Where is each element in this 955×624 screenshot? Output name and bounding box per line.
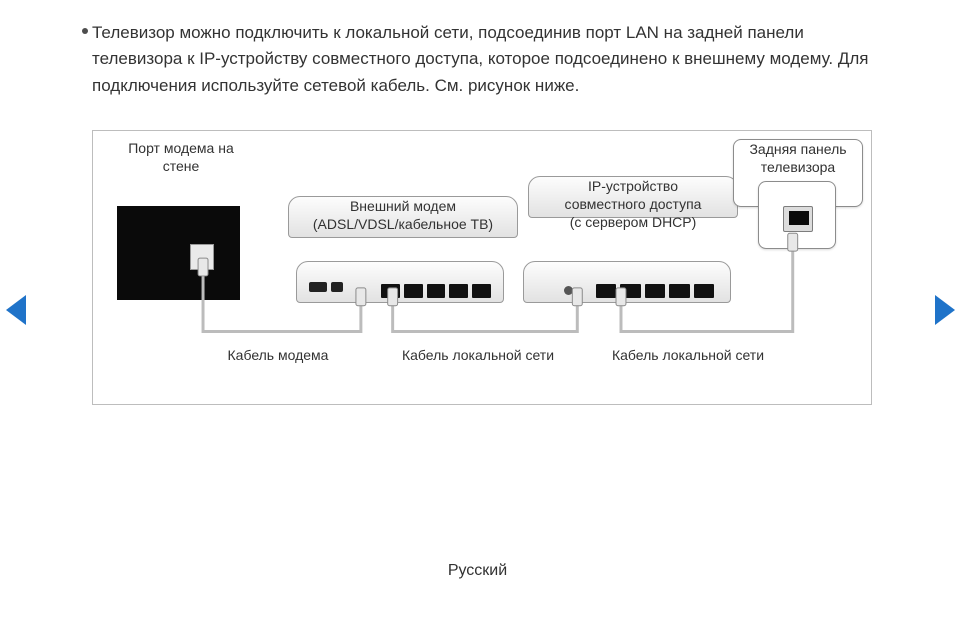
footer-language: Русский xyxy=(0,562,955,580)
connection-diagram: Порт модема на стене Внешний модем (ADSL… xyxy=(92,130,872,405)
bullet-icon xyxy=(82,28,88,34)
cable-paths-icon xyxy=(93,131,871,404)
page-root: Телевизор можно подключить к локальной с… xyxy=(0,0,955,624)
prev-page-arrow[interactable] xyxy=(6,295,26,325)
paragraph-text: Телевизор можно подключить к локальной с… xyxy=(92,20,882,99)
next-page-arrow[interactable] xyxy=(935,295,955,325)
